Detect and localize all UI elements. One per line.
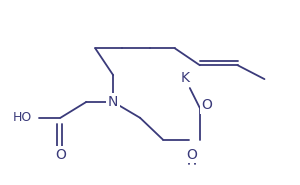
Text: HO: HO	[13, 111, 32, 124]
Text: O: O	[186, 147, 197, 162]
Text: O: O	[201, 98, 212, 112]
Text: O: O	[55, 147, 66, 162]
Text: K: K	[180, 71, 189, 85]
Text: N: N	[108, 95, 119, 109]
